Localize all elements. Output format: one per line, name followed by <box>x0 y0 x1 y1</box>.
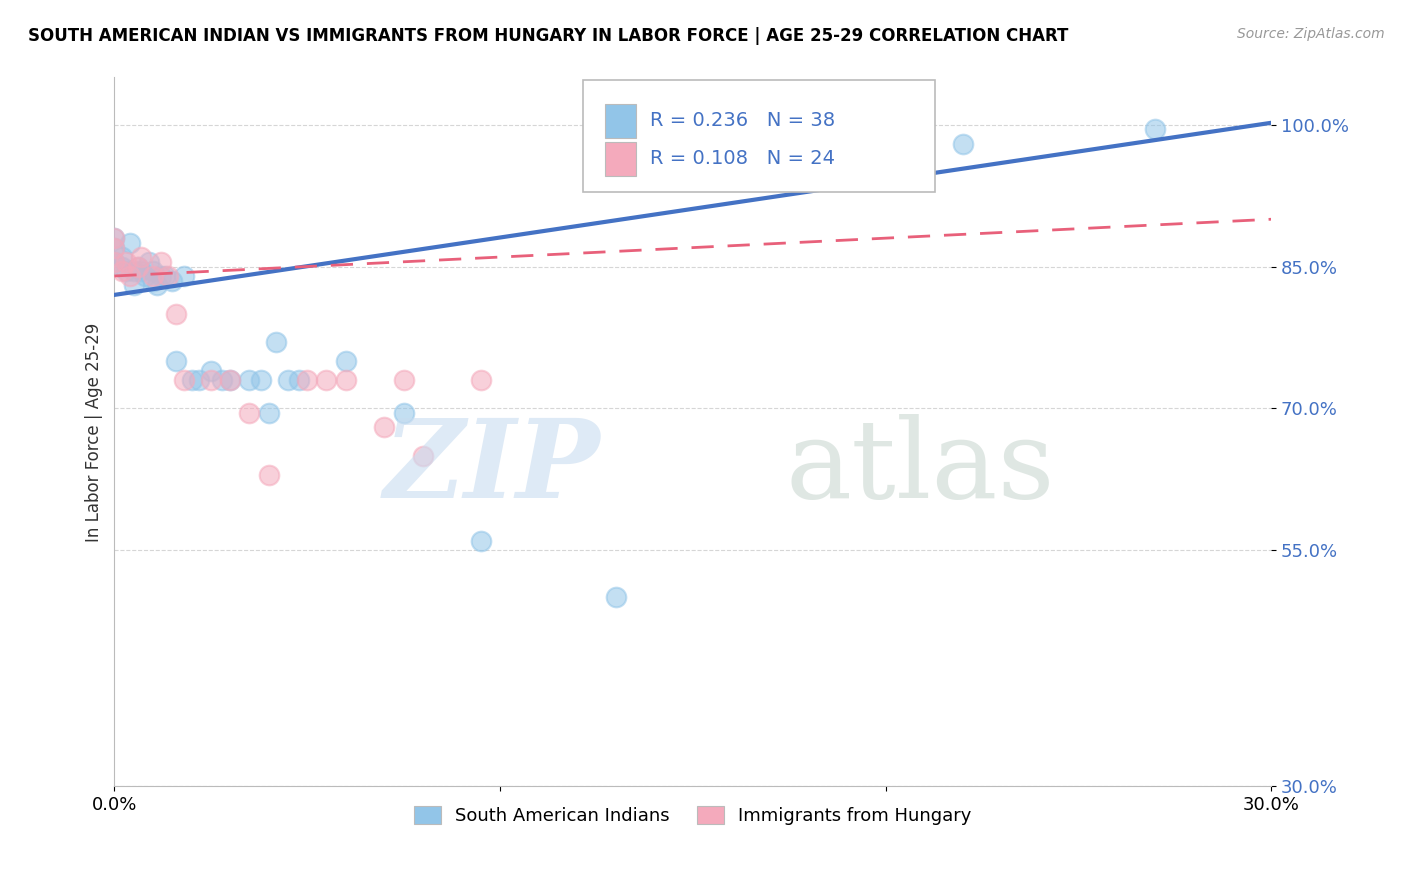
Point <box>257 467 280 482</box>
Point <box>1144 122 1167 136</box>
Point <box>138 254 160 268</box>
Point <box>288 373 311 387</box>
Point <box>219 373 242 387</box>
Point <box>952 136 974 151</box>
Point <box>115 264 138 278</box>
Text: R = 0.236   N = 38: R = 0.236 N = 38 <box>650 112 835 130</box>
Point <box>142 264 165 278</box>
Point <box>111 264 134 278</box>
Point <box>200 373 222 387</box>
Text: atlas: atlas <box>786 414 1054 521</box>
Point <box>165 307 187 321</box>
Point <box>173 268 195 283</box>
Point <box>146 278 169 293</box>
Point <box>211 373 233 387</box>
Point <box>266 335 288 350</box>
Point <box>118 235 141 250</box>
Text: Source: ZipAtlas.com: Source: ZipAtlas.com <box>1237 27 1385 41</box>
Point <box>412 449 434 463</box>
Point <box>134 268 156 283</box>
Point <box>470 373 492 387</box>
Point <box>103 241 125 255</box>
Point <box>122 278 145 293</box>
Point <box>153 268 176 283</box>
Point <box>162 274 184 288</box>
Point <box>142 268 165 283</box>
Point <box>180 373 202 387</box>
Point <box>149 268 172 283</box>
Text: SOUTH AMERICAN INDIAN VS IMMIGRANTS FROM HUNGARY IN LABOR FORCE | AGE 25-29 CORR: SOUTH AMERICAN INDIAN VS IMMIGRANTS FROM… <box>28 27 1069 45</box>
Point <box>250 373 273 387</box>
Text: ZIP: ZIP <box>384 414 600 521</box>
Text: R = 0.108   N = 24: R = 0.108 N = 24 <box>650 149 835 168</box>
Point <box>115 254 138 268</box>
Point <box>122 264 145 278</box>
Point <box>373 420 395 434</box>
Point <box>470 533 492 548</box>
Point <box>335 354 357 368</box>
Point <box>238 373 260 387</box>
Point <box>111 260 134 274</box>
Point <box>127 260 149 274</box>
Point <box>118 268 141 283</box>
Point <box>142 274 165 288</box>
Point <box>315 373 337 387</box>
Legend: South American Indians, Immigrants from Hungary: South American Indians, Immigrants from … <box>405 797 981 834</box>
Point <box>131 264 153 278</box>
Y-axis label: In Labor Force | Age 25-29: In Labor Force | Age 25-29 <box>86 322 103 541</box>
Point <box>188 373 211 387</box>
Point <box>335 373 357 387</box>
Point <box>173 373 195 387</box>
Point <box>392 373 415 387</box>
Point <box>295 373 318 387</box>
Point <box>111 250 134 264</box>
Point <box>392 406 415 420</box>
Point <box>605 591 627 605</box>
Point <box>103 231 125 245</box>
Point <box>219 373 242 387</box>
Point <box>157 268 180 283</box>
Point <box>127 260 149 274</box>
Point <box>238 406 260 420</box>
Point <box>277 373 299 387</box>
Point <box>103 231 125 245</box>
Point <box>200 363 222 377</box>
Point <box>165 354 187 368</box>
Point <box>131 250 153 264</box>
Point <box>149 254 172 268</box>
Point <box>257 406 280 420</box>
Point <box>103 254 125 268</box>
Point <box>103 241 125 255</box>
Point <box>103 254 125 268</box>
